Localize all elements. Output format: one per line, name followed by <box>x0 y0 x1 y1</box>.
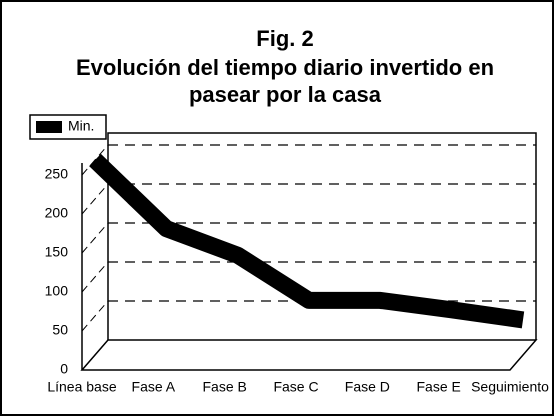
legend-swatch <box>36 121 62 133</box>
legend-label: Min. <box>68 118 94 134</box>
x-tick-label: Fase D <box>345 379 390 395</box>
y-tick-label: 200 <box>45 205 69 221</box>
back-wall <box>107 132 537 340</box>
series-line <box>89 153 525 329</box>
tick-mark <box>81 339 109 371</box>
tick-mark <box>81 222 109 254</box>
tick-mark <box>81 183 109 215</box>
x-tick-label: Fase A <box>132 379 176 395</box>
y-tick-label: 100 <box>45 283 69 299</box>
x-tick-label: Seguimiento <box>471 379 549 395</box>
chart-subtitle: pasear por la casa <box>189 82 382 107</box>
chart-title: Fig. 2 <box>256 26 313 51</box>
chart-subtitle: Evolución del tiempo diario invertido en <box>76 55 494 80</box>
x-tick-label: Línea base <box>47 379 116 395</box>
x-tick-label: Fase B <box>202 379 246 395</box>
tick-mark <box>81 261 109 293</box>
tick-mark <box>81 300 109 332</box>
y-tick-label: 0 <box>60 361 68 377</box>
x-tick-label: Fase C <box>273 379 318 395</box>
y-tick-label: 50 <box>52 322 68 338</box>
y-tick-label: 150 <box>45 244 69 260</box>
y-tick-label: 250 <box>45 166 69 182</box>
x-tick-label: Fase E <box>416 379 460 395</box>
